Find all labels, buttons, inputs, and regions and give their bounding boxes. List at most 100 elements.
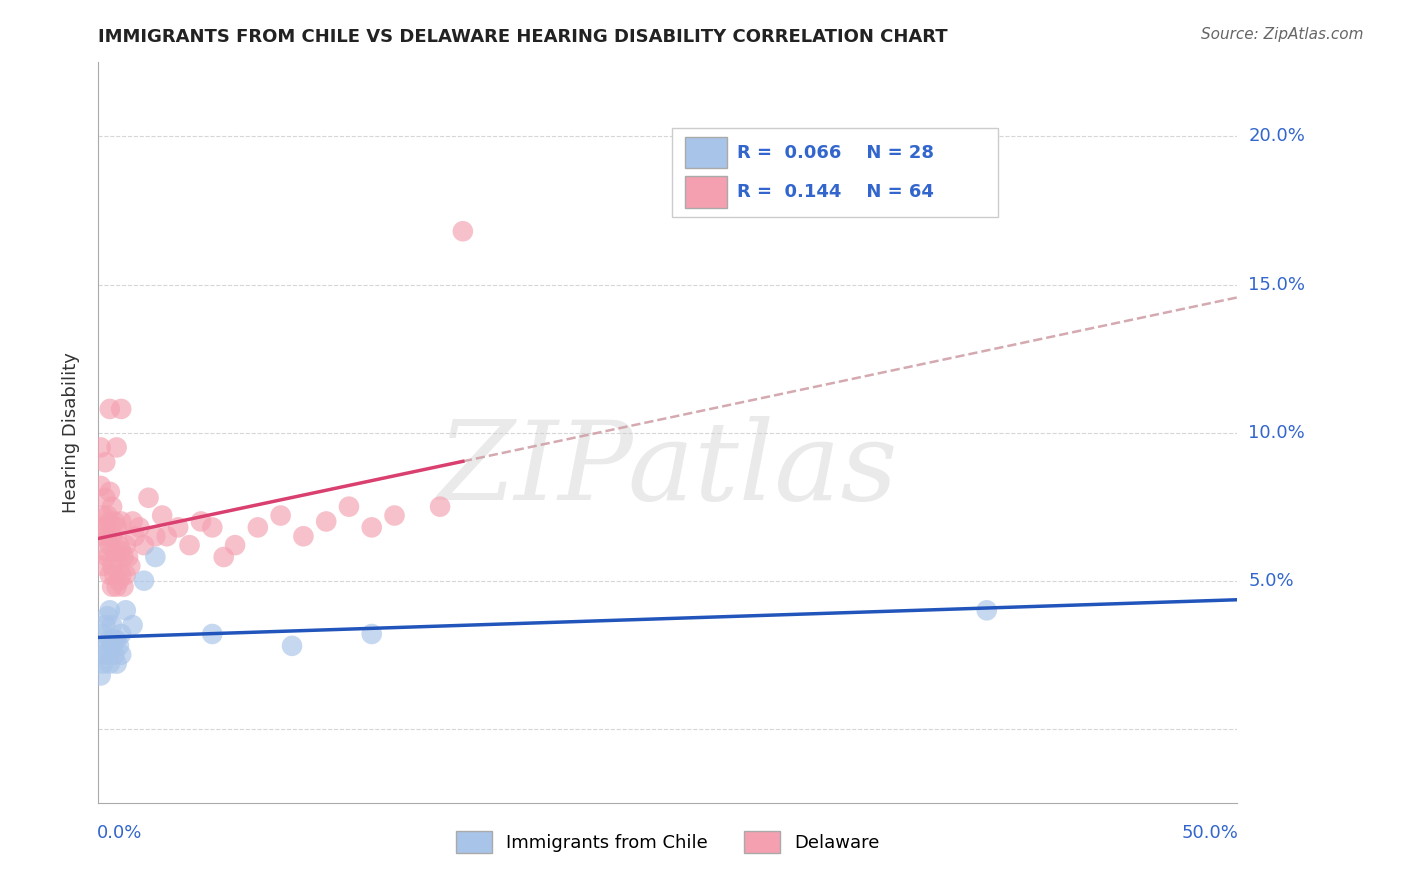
Point	[96, 549, 118, 564]
Point	[98, 567, 121, 582]
Point	[90, 648, 112, 662]
Point	[201, 627, 224, 641]
Text: 50.0%: 50.0%	[1181, 823, 1239, 841]
Point	[117, 549, 139, 564]
Point	[91, 529, 114, 543]
Point	[101, 618, 124, 632]
Point	[976, 603, 998, 617]
Point	[145, 549, 167, 564]
Point	[201, 520, 224, 534]
Point	[101, 580, 124, 594]
Point	[98, 515, 121, 529]
Point	[292, 529, 315, 543]
Point	[101, 558, 124, 573]
Point	[90, 479, 112, 493]
Point	[110, 648, 132, 662]
Point	[98, 603, 121, 617]
Point	[94, 648, 117, 662]
Point	[101, 529, 124, 543]
Point	[150, 508, 173, 523]
Point	[96, 508, 118, 523]
Y-axis label: Hearing Disability: Hearing Disability	[62, 352, 80, 513]
Point	[94, 491, 117, 505]
Point	[94, 544, 117, 558]
Text: ZIPatlas: ZIPatlas	[437, 416, 898, 524]
Point	[360, 627, 382, 641]
Text: 15.0%: 15.0%	[1249, 276, 1305, 293]
Point	[91, 627, 114, 641]
Text: R =  0.066    N = 28: R = 0.066 N = 28	[737, 144, 934, 161]
Point	[124, 529, 146, 543]
Point	[121, 515, 143, 529]
Point	[281, 639, 304, 653]
Point	[105, 580, 128, 594]
Point	[156, 529, 179, 543]
Point	[91, 508, 114, 523]
Point	[96, 609, 118, 624]
Point	[98, 484, 121, 499]
Point	[315, 515, 337, 529]
Point	[103, 567, 125, 582]
Point	[94, 618, 117, 632]
Point	[90, 441, 112, 455]
Point	[112, 580, 135, 594]
Point	[114, 603, 136, 617]
Text: 20.0%: 20.0%	[1249, 128, 1305, 145]
Point	[384, 508, 406, 523]
Point	[167, 520, 190, 534]
Point	[212, 549, 235, 564]
Point	[91, 558, 114, 573]
Point	[451, 224, 474, 238]
Point	[110, 544, 132, 558]
Point	[98, 632, 121, 647]
Point	[98, 538, 121, 552]
Point	[90, 668, 112, 682]
Point	[145, 529, 167, 543]
Point	[96, 529, 118, 543]
Point	[224, 538, 246, 552]
Text: IMMIGRANTS FROM CHILE VS DELAWARE HEARING DISABILITY CORRELATION CHART: IMMIGRANTS FROM CHILE VS DELAWARE HEARIN…	[98, 28, 948, 45]
Point	[429, 500, 451, 514]
Point	[179, 538, 201, 552]
Point	[98, 657, 121, 671]
Point	[246, 520, 269, 534]
Text: R =  0.144    N = 64: R = 0.144 N = 64	[737, 183, 934, 201]
Point	[103, 515, 125, 529]
Point	[108, 538, 131, 552]
Point	[103, 648, 125, 662]
Point	[121, 618, 143, 632]
Point	[94, 455, 117, 469]
Point	[110, 515, 132, 529]
Point	[101, 500, 124, 514]
Point	[190, 515, 212, 529]
Point	[105, 657, 128, 671]
Point	[270, 508, 292, 523]
Point	[132, 538, 155, 552]
Point	[98, 401, 121, 416]
Text: 10.0%: 10.0%	[1249, 424, 1305, 442]
Point	[138, 491, 160, 505]
Point	[128, 520, 150, 534]
Point	[94, 520, 117, 534]
Point	[105, 441, 128, 455]
Text: 5.0%: 5.0%	[1249, 572, 1294, 590]
Point	[103, 544, 125, 558]
Legend: Immigrants from Chile, Delaware: Immigrants from Chile, Delaware	[449, 824, 887, 861]
Text: Source: ZipAtlas.com: Source: ZipAtlas.com	[1201, 27, 1364, 42]
Point	[90, 520, 112, 534]
Point	[112, 549, 135, 564]
Point	[105, 632, 128, 647]
Point	[108, 574, 131, 588]
Point	[110, 401, 132, 416]
Point	[103, 632, 125, 647]
Point	[337, 500, 360, 514]
Point	[110, 627, 132, 641]
Point	[114, 567, 136, 582]
Point	[132, 574, 155, 588]
Text: 0.0%: 0.0%	[97, 823, 142, 841]
Point	[101, 639, 124, 653]
Point	[120, 558, 142, 573]
Point	[105, 520, 128, 534]
Point	[360, 520, 382, 534]
Point	[96, 639, 118, 653]
